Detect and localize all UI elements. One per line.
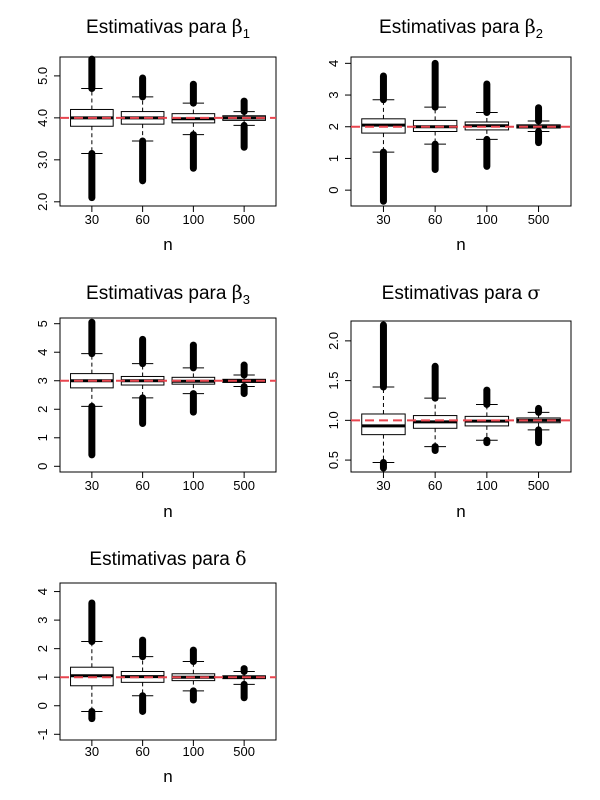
x-tick-label: 100: [476, 478, 498, 493]
box-60: [120, 636, 165, 715]
chart-title-subscript: 1: [243, 26, 250, 41]
box-30: [70, 55, 114, 202]
box-iqr: [361, 413, 406, 436]
box-30: [361, 321, 406, 472]
chart-panel-1: Estimativas para β1 2.0 3.0 4.0 5.0 30 60 100 50…: [35, 16, 277, 254]
y-tick-label: 2.0: [326, 332, 341, 350]
box-30: [70, 599, 114, 723]
box-100: [171, 646, 216, 704]
box-60: [120, 335, 165, 428]
chart-title: Estimativas para σ: [382, 282, 541, 304]
x-tick-label: 500: [528, 212, 550, 227]
chart-title-subscript: 3: [243, 292, 250, 307]
y-tick-label: 4: [35, 588, 50, 595]
chart-title-symbol: β: [232, 282, 243, 304]
x-tick-label: 500: [233, 744, 255, 759]
box-100: [171, 341, 216, 416]
x-tick-label: 100: [183, 744, 205, 759]
x-tick-label: 60: [428, 212, 442, 227]
box-500: [222, 361, 266, 398]
chart-panel-4: Estimativas para σ 0.5 1.0 1.5 2.0 30 60 100 500…: [326, 282, 572, 521]
box-500: [222, 665, 266, 702]
chart-title-text: Estimativas para: [379, 17, 525, 38]
x-tick-label: 30: [376, 212, 390, 227]
y-tick-label: 1.0: [326, 411, 341, 429]
box-500: [516, 404, 561, 447]
chart-title-symbol: σ: [527, 282, 540, 304]
y-tick-label: 0: [35, 463, 50, 470]
box-100: [171, 80, 216, 172]
chart-title-symbol: δ: [235, 548, 246, 570]
y-tick-label: 1: [35, 674, 50, 681]
y-tick-label: 3: [35, 377, 50, 384]
x-axis-label: n: [163, 235, 172, 254]
y-tick-label: 1: [326, 155, 341, 162]
box-500: [516, 104, 561, 147]
x-axis-label: n: [456, 235, 465, 254]
x-tick-label: 500: [528, 478, 550, 493]
box-100: [464, 80, 510, 170]
y-tick-label: 0: [35, 702, 50, 709]
chart-title: Estimativas para δ: [89, 548, 246, 570]
chart-title-text: Estimativas para: [86, 283, 232, 304]
chart-title-symbol: β: [232, 16, 243, 38]
x-tick-label: 60: [135, 744, 149, 759]
chart-panel-5: Estimativas para δ -1 0 1 2 3 4 30 60 100 500 n: [35, 548, 277, 786]
y-tick-label: 0.5: [326, 451, 341, 469]
x-tick-label: 30: [85, 744, 99, 759]
y-tick-label: 4: [35, 349, 50, 356]
box-60: [412, 59, 458, 174]
y-tick-label: 1.5: [326, 372, 341, 390]
box-30: [361, 72, 406, 205]
y-tick-label: 3.0: [35, 151, 50, 169]
y-tick-label: 4: [326, 60, 341, 67]
chart-title-text: Estimativas para: [86, 17, 232, 38]
x-tick-label: 500: [233, 212, 255, 227]
x-tick-label: 100: [476, 212, 498, 227]
x-tick-label: 60: [428, 478, 442, 493]
box-30: [70, 318, 114, 459]
y-tick-label: 3: [326, 91, 341, 98]
y-tick-label: 5.0: [35, 67, 50, 85]
y-tick-label: 2: [35, 406, 50, 413]
chart-title-subscript: 2: [536, 26, 543, 41]
x-tick-label: 60: [135, 212, 149, 227]
y-tick-label: 4.0: [35, 109, 50, 127]
box-60: [120, 74, 165, 185]
y-tick-label: 5: [35, 320, 50, 327]
box-60: [412, 362, 458, 455]
chart-title-text: Estimativas para: [89, 549, 235, 570]
x-axis-label: n: [456, 502, 465, 521]
y-tick-label: -1: [35, 729, 50, 741]
x-tick-label: 60: [135, 478, 149, 493]
x-axis-label: n: [163, 767, 172, 786]
y-tick-label: 3: [35, 616, 50, 623]
chart-title: Estimativas para β2: [379, 16, 543, 41]
y-tick-label: 2: [326, 123, 341, 130]
y-tick-label: 2.0: [35, 193, 50, 211]
y-tick-label: 2: [35, 645, 50, 652]
x-tick-label: 100: [183, 478, 205, 493]
box-500: [222, 97, 266, 151]
chart-title-text: Estimativas para: [382, 283, 528, 304]
box-100: [464, 386, 510, 447]
x-axis-label: n: [163, 502, 172, 521]
x-tick-label: 100: [183, 212, 205, 227]
x-tick-label: 30: [376, 478, 390, 493]
x-tick-label: 30: [85, 478, 99, 493]
chart-title-symbol: β: [525, 16, 536, 38]
chart-title: Estimativas para β1: [86, 16, 250, 41]
x-tick-label: 30: [85, 212, 99, 227]
y-tick-label: 0: [326, 187, 341, 194]
chart-title: Estimativas para β3: [86, 282, 250, 307]
y-tick-label: 1: [35, 434, 50, 441]
x-tick-label: 500: [233, 478, 255, 493]
